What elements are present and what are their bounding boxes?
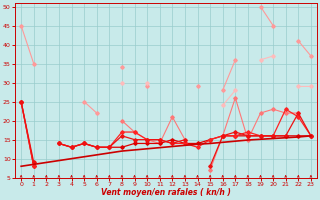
X-axis label: Vent moyen/en rafales ( kn/h ): Vent moyen/en rafales ( kn/h ) <box>101 188 231 197</box>
